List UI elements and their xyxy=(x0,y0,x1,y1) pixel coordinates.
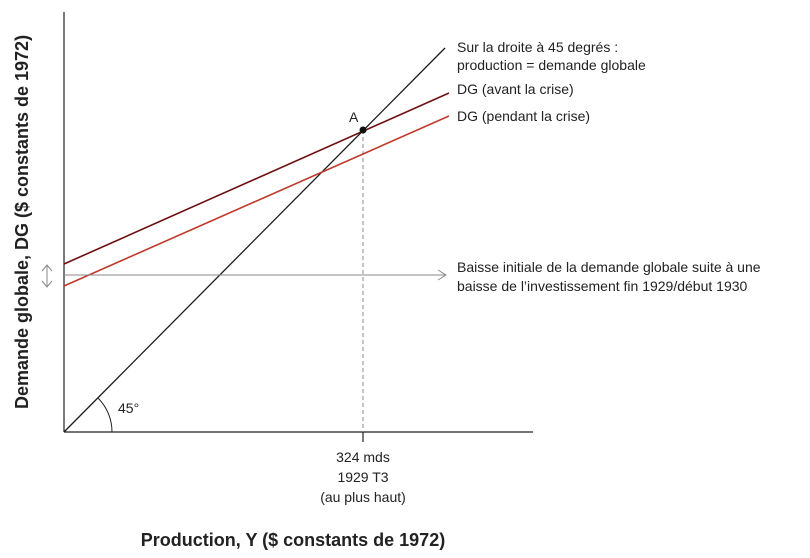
ag-during-label: DG (pendant la crise) xyxy=(457,108,590,124)
drop-double-arrow-top xyxy=(41,264,53,272)
x-marker-label-3: (au plus haut) xyxy=(320,489,406,505)
angle-arc xyxy=(97,397,113,433)
x-marker-label-2: 1929 T3 xyxy=(337,469,388,485)
point-a-label: A xyxy=(349,109,359,125)
drop-double-arrow-bottom xyxy=(41,280,53,288)
x-marker-label-1: 324 mds xyxy=(336,449,390,465)
point-a-marker xyxy=(359,126,367,134)
drop-label-1: Baisse initiale de la demande globale su… xyxy=(457,259,761,275)
y-axis-title: Demande globale, DG ($ constants de 1972… xyxy=(12,35,32,409)
ag-during-line xyxy=(63,115,450,287)
angle-label: 45° xyxy=(118,400,139,416)
drop-arrow-head xyxy=(437,269,447,281)
x-axis-title: Production, Y ($ constants de 1972) xyxy=(141,530,445,550)
line-45-degrees xyxy=(63,47,446,433)
ag-before-label: DG (avant la crise) xyxy=(457,81,574,97)
drop-label-2: baisse de l’investissement fin 1929/débu… xyxy=(457,278,748,294)
line-45-label-1: Sur la droite à 45 degrés : xyxy=(457,39,618,55)
line-45-label-2: production = demande globale xyxy=(457,57,646,73)
ag-before-line xyxy=(63,92,450,265)
